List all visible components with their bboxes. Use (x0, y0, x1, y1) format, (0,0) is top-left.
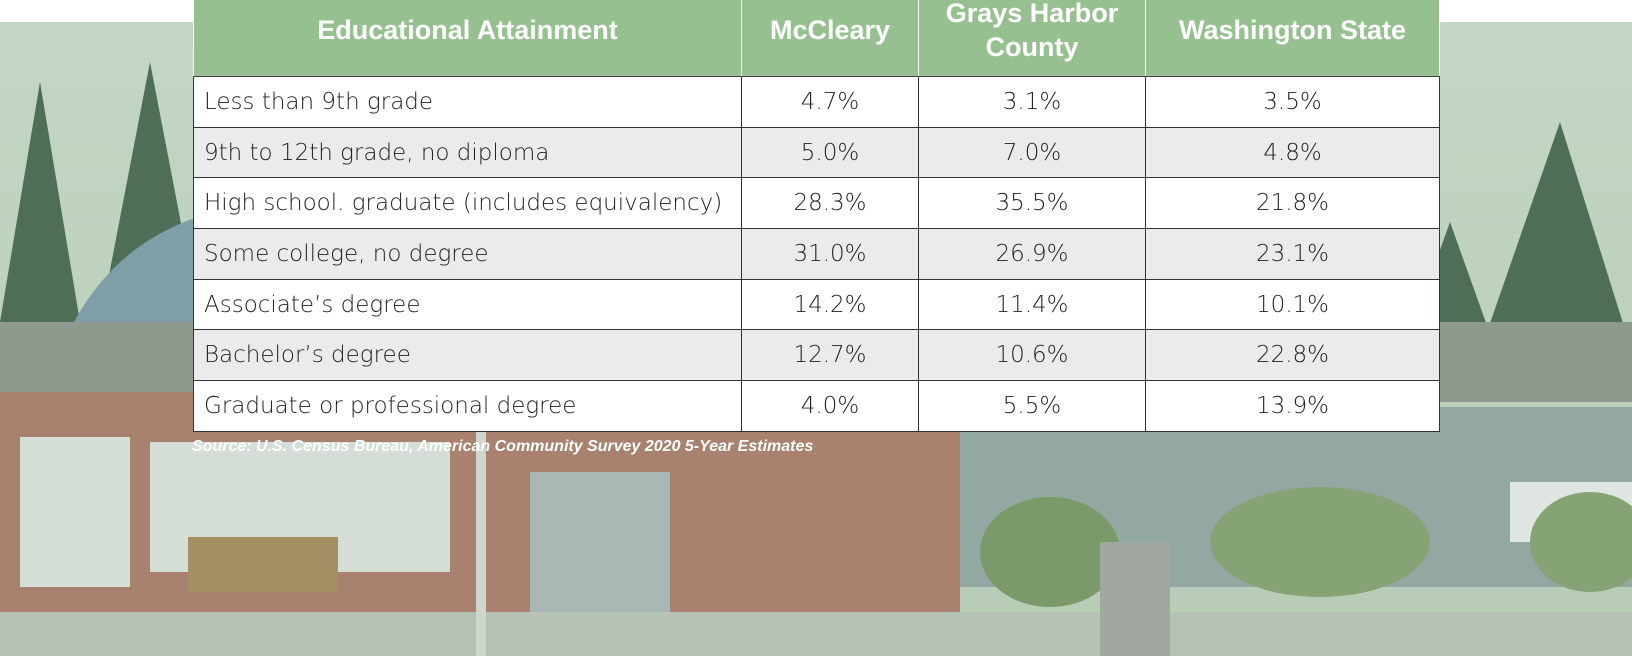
value-cell: 23.1% (1146, 229, 1440, 280)
value-cell: 14.2% (742, 279, 919, 330)
value-cell: 4.7% (742, 77, 919, 128)
value-cell: 12.7% (742, 330, 919, 381)
value-cell: 3.1% (919, 77, 1146, 128)
value-cell: 21.8% (1146, 178, 1440, 229)
value-cell: 26.9% (919, 229, 1146, 280)
value-cell: 31.0% (742, 229, 919, 280)
column-header: Grays Harbor County (919, 0, 1146, 77)
label-cell: Some college, no degree (194, 229, 742, 280)
label-cell: Graduate or professional degree (194, 381, 742, 432)
label-cell: Bachelor’s degree (194, 330, 742, 381)
value-cell: 5.0% (742, 127, 919, 178)
label-cell: Less than 9th grade (194, 77, 742, 128)
source-note: Source: U.S. Census Bureau, American Com… (192, 438, 813, 456)
column-header: Educational Attainment (194, 0, 742, 77)
value-cell: 10.6% (919, 330, 1146, 381)
label-cell: Associate’s degree (194, 279, 742, 330)
table-row: High school. graduate (includes equivale… (194, 178, 1440, 229)
page: Educational AttainmentMcClearyGrays Harb… (0, 0, 1632, 656)
value-cell: 13.9% (1146, 381, 1440, 432)
label-cell: 9th to 12th grade, no diploma (194, 127, 742, 178)
value-cell: 7.0% (919, 127, 1146, 178)
value-cell: 4.8% (1146, 127, 1440, 178)
value-cell: 3.5% (1146, 77, 1440, 128)
column-header: Washington State (1146, 0, 1440, 77)
value-cell: 4.0% (742, 381, 919, 432)
value-cell: 5.5% (919, 381, 1146, 432)
column-header: McCleary (742, 0, 919, 77)
label-cell: High school. graduate (includes equivale… (194, 178, 742, 229)
value-cell: 22.8% (1146, 330, 1440, 381)
value-cell: 10.1% (1146, 279, 1440, 330)
value-cell: 35.5% (919, 178, 1146, 229)
value-cell: 11.4% (919, 279, 1146, 330)
value-cell: 28.3% (742, 178, 919, 229)
